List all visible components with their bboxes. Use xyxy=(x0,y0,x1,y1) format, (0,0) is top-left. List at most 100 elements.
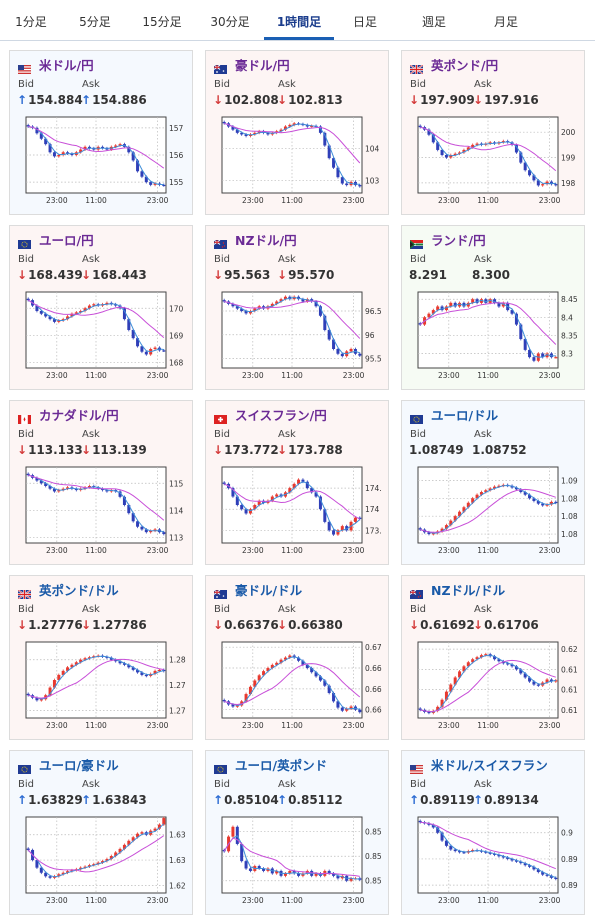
candle xyxy=(510,140,514,147)
pair-title[interactable]: ランド/円 xyxy=(431,233,486,248)
candle xyxy=(257,129,261,135)
pair-title[interactable]: スイスフラン/円 xyxy=(235,408,327,423)
bid-value: 8.291 xyxy=(409,268,447,282)
up-arrow-icon: ↑ xyxy=(277,793,288,807)
candle xyxy=(162,348,166,352)
x-tick-label: 23:00 xyxy=(46,721,68,730)
ask-value: 0.89134 xyxy=(484,793,539,807)
rate-card[interactable]: NZドル/円 Bid Ask ↓95.563 ↓95.570 96.5 96 95.5 23:0… xyxy=(205,225,389,390)
rate-card[interactable]: 豪ドル/ドルBidAsk↓0.66376↓0.663800.670.6680.6… xyxy=(205,575,389,740)
candle xyxy=(61,317,65,322)
y-tick-label: 115 xyxy=(169,479,184,488)
rate-card[interactable]: スイスフラン/円BidAsk↓173.772↓173.788174.517417… xyxy=(205,400,389,565)
candle xyxy=(127,145,131,154)
hourly-candlestick-chart[interactable]: 8.45 8.4 8.35 8.3 23:00 11:00 23:00 xyxy=(408,290,578,382)
pair-title[interactable]: 英ポンド/円 xyxy=(431,58,499,73)
rate-card[interactable]: 英ポンド/ドルBidAsk↓1.27776↓1.277861.281.2751.… xyxy=(9,575,193,740)
candle xyxy=(523,161,527,172)
bid-label: Bid xyxy=(18,779,34,790)
rate-card[interactable]: ユーロ/ドル Bid Ask 1.08749 1.08752 1.09 1.088 1.086… xyxy=(401,400,585,565)
rate-card[interactable]: 英ポンド/円 Bid Ask ↓197.909 ↓197.916 200 199 198 23:… xyxy=(401,50,585,215)
ask-price: ↓0.61706 xyxy=(473,618,539,632)
tab-5[interactable]: 1時間足 xyxy=(264,0,334,40)
pair-title[interactable]: NZドル/ドル xyxy=(431,583,506,598)
y-tick-label: 155 xyxy=(169,178,184,187)
y-tick-label: 0.614 xyxy=(561,706,578,715)
tab-1[interactable]: 1分足 xyxy=(15,15,47,29)
tab-4[interactable]: 30分足 xyxy=(210,15,250,29)
bid-label: Bid xyxy=(214,779,230,790)
candle xyxy=(479,297,483,305)
y-tick-label: 170 xyxy=(169,304,184,313)
candle xyxy=(510,662,514,668)
rate-card[interactable]: ユーロ/英ポンドBidAsk↑0.85104↑0.851120.8530.852… xyxy=(205,750,389,915)
rate-card[interactable]: NZドル/ドルBidAsk↓0.61692↓0.617060.620.6180.… xyxy=(401,575,585,740)
bid-price: ↓1.27776 xyxy=(17,618,83,632)
y-tick-label: 103 xyxy=(365,176,380,185)
candle xyxy=(466,301,470,308)
short-moving-average-line xyxy=(27,823,165,878)
pair-title[interactable]: ユーロ/英ポンド xyxy=(235,758,328,773)
tab-2[interactable]: 5分足 xyxy=(79,15,111,29)
candle xyxy=(92,862,96,867)
pair-title[interactable]: カナダドル/円 xyxy=(39,408,119,423)
candle xyxy=(66,485,70,491)
pair-title[interactable]: ユーロ/ドル xyxy=(431,408,499,423)
tab-6[interactable]: 日足 xyxy=(352,15,377,29)
tab-7[interactable]: 週足 xyxy=(421,15,446,29)
candle xyxy=(101,859,105,864)
x-tick-label: 23:00 xyxy=(438,196,460,205)
down-arrow-icon: ↓ xyxy=(17,443,28,457)
candle xyxy=(493,852,497,857)
rate-card[interactable]: ランド/円 Bid Ask 8.291 8.300 8.45 8.4 8.35 8.3 23:00… xyxy=(401,225,585,390)
ask-price: ↓168.443 xyxy=(81,268,147,282)
pair-title[interactable]: 英ポンド/ドル xyxy=(39,583,119,598)
rate-card[interactable]: ユーロ/円 Bid Ask ↓168.439 ↓168.443 170 169 168 23:0… xyxy=(9,225,193,390)
rate-card[interactable]: 豪ドル/円 Bid Ask ↓102.808 ↓102.813 104 103 23:00 11… xyxy=(205,50,389,215)
candle xyxy=(87,145,91,150)
candle xyxy=(57,488,61,493)
hourly-candlestick-chart[interactable]: 174.5 174 173.5 23:00 11:00 23:00 xyxy=(212,465,382,557)
rate-card[interactable]: ユーロ/豪ドルBidAsk↑1.63829↑1.638431.6351.631.… xyxy=(9,750,193,915)
ask-label: Ask xyxy=(278,779,296,790)
rate-card[interactable]: 米ドル/スイスフランBidAsk↑0.89119↑0.891340.90.895… xyxy=(401,750,585,915)
candle xyxy=(26,472,30,477)
hourly-candlestick-chart[interactable]: 0.853 0.852 0.851 23:00 11:00 23:00 xyxy=(212,815,382,907)
rate-card[interactable]: 米ドル/円 Bid Ask ↑154.884 ↑154.886 157 156 155 23:0… xyxy=(9,50,193,215)
candle xyxy=(35,126,39,135)
tab-8[interactable]: 月足 xyxy=(493,15,518,29)
pair-title[interactable]: 米ドル/円 xyxy=(39,58,94,73)
candle xyxy=(96,861,100,866)
long-moving-average-line xyxy=(27,299,165,338)
y-tick-label: 104 xyxy=(365,145,380,154)
long-moving-average-line xyxy=(224,122,361,164)
y-tick-label: 1.09 xyxy=(561,476,578,485)
candle xyxy=(479,653,483,659)
pair-title[interactable]: 豪ドル/円 xyxy=(235,58,290,73)
bid-label: Bid xyxy=(214,604,230,615)
pair-title[interactable]: NZドル/円 xyxy=(235,233,297,248)
bid-value: 168.439 xyxy=(28,268,83,282)
pair-title[interactable]: ユーロ/豪ドル xyxy=(39,758,119,773)
pair-title[interactable]: 米ドル/スイスフラン xyxy=(431,758,548,773)
tab-3[interactable]: 15分足 xyxy=(142,15,182,29)
hourly-candlestick-chart[interactable]: 104 103 23:00 11:00 23:00 xyxy=(212,115,382,207)
pair-title[interactable]: ユーロ/円 xyxy=(39,233,94,248)
rate-card[interactable]: カナダドル/円 Bid Ask ↓113.133 ↓113.139 115 114 113 23… xyxy=(9,400,193,565)
x-tick-label: 23:00 xyxy=(242,371,264,380)
bid-value: 95.563 xyxy=(224,268,271,282)
bid-price: ↓102.808 xyxy=(213,93,279,107)
pair-title[interactable]: 豪ドル/ドル xyxy=(235,583,303,598)
candle xyxy=(528,348,532,359)
